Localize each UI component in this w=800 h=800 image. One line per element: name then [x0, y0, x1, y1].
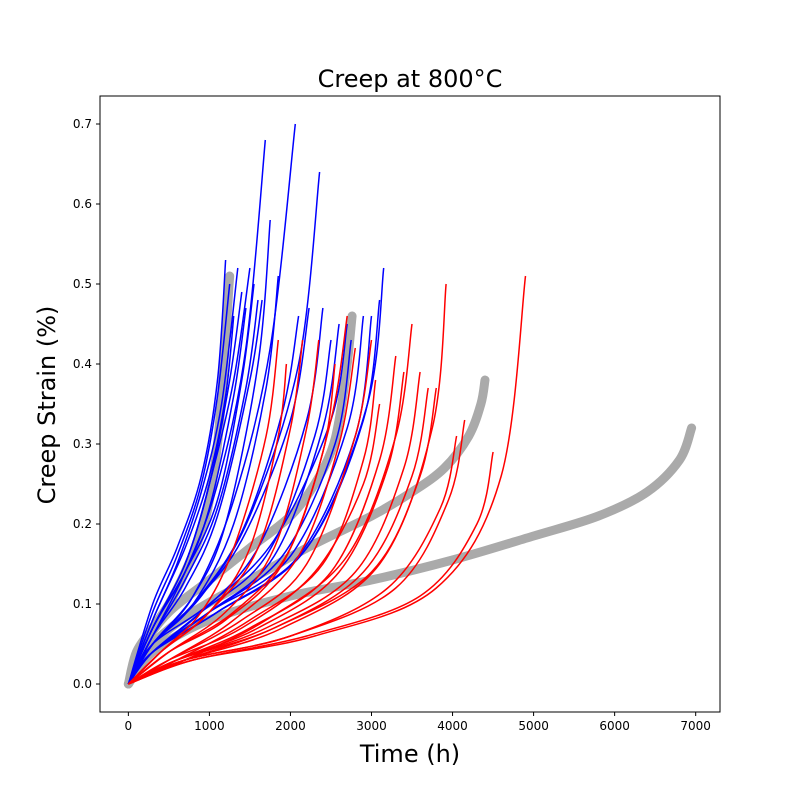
- y-tick-label: 0.1: [73, 597, 92, 611]
- y-axis-label: Creep Strain (%): [33, 306, 61, 505]
- x-tick-label: 2000: [275, 719, 306, 733]
- x-tick-label: 6000: [599, 719, 630, 733]
- y-tick-label: 0.6: [73, 197, 92, 211]
- model-series-44: [128, 275, 527, 685]
- model-series-2: [127, 283, 231, 685]
- y-tick-label: 0.5: [73, 277, 92, 291]
- model-series-4: [127, 315, 235, 685]
- y-tick-label: 0.3: [73, 437, 92, 451]
- model-series-10: [127, 139, 267, 685]
- x-axis-label: Time (h): [359, 740, 460, 768]
- x-axis-ticks: 0 1000 2000 3000 4000 5000 6000 7000: [125, 712, 711, 733]
- chart-title: Creep at 800°C: [318, 65, 503, 93]
- model-series-1: [127, 259, 227, 685]
- x-tick-label: 0: [125, 719, 133, 733]
- x-tick-label: 5000: [518, 719, 549, 733]
- y-tick-label: 0.7: [73, 117, 92, 131]
- y-tick-label: 0.4: [73, 357, 92, 371]
- model-series-29: [127, 339, 304, 685]
- y-tick-label: 0.2: [73, 517, 92, 531]
- x-tick-label: 1000: [194, 719, 225, 733]
- model-series-46: [128, 379, 377, 685]
- y-axis-ticks: 0.0 0.1 0.2 0.3 0.4 0.5 0.6 0.7: [73, 117, 100, 691]
- plot-frame: [99, 95, 721, 713]
- model-series-47: [128, 323, 413, 685]
- x-tick-label: 4000: [437, 719, 468, 733]
- model-series-25: [127, 323, 348, 685]
- x-tick-label: 3000: [356, 719, 387, 733]
- y-tick-label: 0.0: [73, 677, 92, 691]
- model-series-45: [127, 315, 348, 685]
- model-series-26: [127, 267, 251, 685]
- plot-area: [123, 123, 697, 689]
- x-tick-label: 7000: [680, 719, 711, 733]
